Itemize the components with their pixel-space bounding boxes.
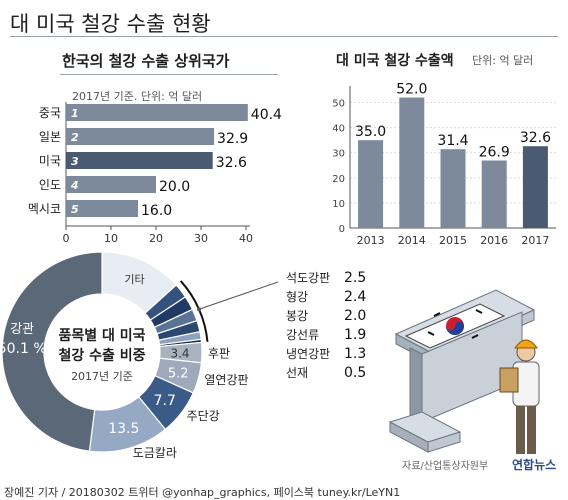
breakdown-value: 2.5 (344, 270, 366, 286)
trend-bar (440, 149, 466, 228)
breakdown-label: 봉강 (286, 309, 308, 323)
donut-subtitle: 2017년 기준 (71, 370, 133, 383)
breakdown-label: 강선류 (286, 328, 319, 342)
rank-chart-title: 한국의 철강 수출 상위국가 (62, 52, 230, 70)
donut-slice-label: 열연강판 (204, 373, 248, 387)
rank-category-label: 미국 (39, 154, 61, 168)
rank-value-label: 32.9 (217, 131, 248, 147)
rank-value-label: 20.0 (159, 179, 190, 195)
donut-chart: 기타 3.4 후판 5.2 열연강판 7.7 주단강 13.5 도금칼라 강관 50.1 % 품목별 … (0, 251, 366, 460)
donut-slice-label: 기타 (124, 273, 144, 286)
breakdown-value: 1.9 (344, 327, 366, 343)
rank-bar (66, 152, 213, 169)
breakdown-leader-line (198, 281, 279, 310)
breakdown-label: 형강 (286, 290, 308, 304)
donut-slice-value: 13.5 (108, 421, 139, 437)
rank-x-tick-label: 0 (63, 232, 70, 245)
trend-bar (522, 146, 548, 228)
agency-logo: 연합뉴스 (512, 458, 557, 472)
rank-bar-chart: 0 10 20 30 40 중국 1 40.4 일본 2 32.9 미국 3 32.6 인도 4 20.0 멕시코… (28, 102, 282, 245)
rank-bar (66, 128, 215, 145)
footer-credit: 장예진 기자 / 20180302 트위터 @yonhap_graphics, … (4, 486, 401, 499)
trend-value-label: 32.6 (520, 130, 551, 146)
source-label: 자료/산업통상자원부 (402, 461, 489, 472)
page-title: 대 미국 철강 수출 현황 (10, 12, 211, 36)
breakdown-value: 0.5 (344, 365, 366, 381)
trend-bar (481, 160, 507, 228)
trend-y-tick-label: 40 (332, 124, 345, 135)
trend-bar-chart: 0 10 20 30 40 50 35.0 2013 52.0 2014 31.4 2015 26.9 2… (332, 82, 556, 247)
rank-value-label: 16.0 (141, 203, 172, 219)
trend-y-tick-label: 0 (339, 224, 345, 235)
trend-chart-title: 대 미국 철강 수출액 (336, 53, 454, 69)
trend-bar (358, 140, 384, 228)
trend-bar (399, 97, 425, 228)
trend-y-tick-label: 30 (332, 149, 345, 160)
donut-slice-label: 강관 (10, 322, 34, 337)
trend-x-tick-label: 2016 (480, 234, 508, 247)
breakdown-leader-dot (196, 307, 201, 312)
rank-title-divider (60, 74, 278, 75)
trend-y-tick-label: 50 (332, 99, 345, 110)
donut-title-line-1: 품목별 대 미국 (58, 327, 145, 344)
rank-x-tick-label: 10 (104, 232, 118, 245)
rank-number: 5 (71, 203, 79, 216)
rank-number: 1 (71, 107, 79, 120)
trend-x-tick-label: 2017 (521, 234, 549, 247)
breakdown-label: 냉연강판 (286, 347, 330, 361)
trend-value-label: 35.0 (355, 124, 386, 140)
donut-slice-label: 도금칼라 (133, 446, 177, 460)
trend-chart-unit: 단위: 억 달러 (472, 54, 534, 67)
breakdown-label: 선재 (286, 366, 308, 380)
breakdown-value: 2.4 (344, 289, 366, 305)
donut-slice-value: 3.4 (170, 346, 189, 360)
rank-chart-note: 2017년 기준. 단위: 억 달러 (72, 90, 203, 103)
donut-slice-label: 후판 (208, 347, 230, 361)
rank-bar (66, 176, 156, 193)
rank-x-tick-label: 40 (239, 232, 253, 245)
donut-slice-value: 5.2 (168, 367, 189, 382)
trend-value-label: 31.4 (437, 133, 468, 149)
rank-number: 2 (71, 131, 79, 144)
trend-x-tick-label: 2014 (398, 234, 426, 247)
rank-value-label: 40.4 (251, 107, 282, 123)
rank-number: 4 (70, 179, 79, 192)
trend-value-label: 26.9 (479, 145, 510, 161)
trend-y-tick-label: 10 (332, 199, 345, 210)
donut-slice (1, 251, 103, 452)
rank-number: 3 (71, 155, 79, 168)
rank-category-label: 중국 (39, 106, 61, 120)
breakdown-value: 2.0 (344, 308, 366, 324)
rank-bar (66, 200, 138, 217)
trend-y-tick-label: 20 (332, 174, 345, 185)
rank-bar (66, 104, 248, 121)
rank-category-label: 멕시코 (28, 202, 61, 216)
breakdown-label: 석도강판 (286, 271, 330, 285)
rank-category-label: 인도 (39, 178, 61, 192)
trend-value-label: 52.0 (396, 82, 427, 98)
donut-title-line-2: 철강 수출 비중 (58, 347, 145, 364)
donut-slice-value: 7.7 (154, 393, 176, 409)
rank-value-label: 32.6 (216, 155, 247, 171)
rank-x-tick-label: 20 (149, 232, 163, 245)
rank-x-tick-label: 30 (194, 232, 208, 245)
rank-category-label: 일본 (39, 130, 61, 144)
trend-x-tick-label: 2015 (439, 234, 467, 247)
donut-slice-label: 주단강 (187, 409, 220, 423)
steel-beam-illustration (388, 289, 540, 454)
trend-x-tick-label: 2013 (357, 234, 385, 247)
donut-slice-value: 50.1 % (0, 341, 47, 357)
title-divider (10, 36, 558, 37)
breakdown-value: 1.3 (344, 346, 366, 362)
